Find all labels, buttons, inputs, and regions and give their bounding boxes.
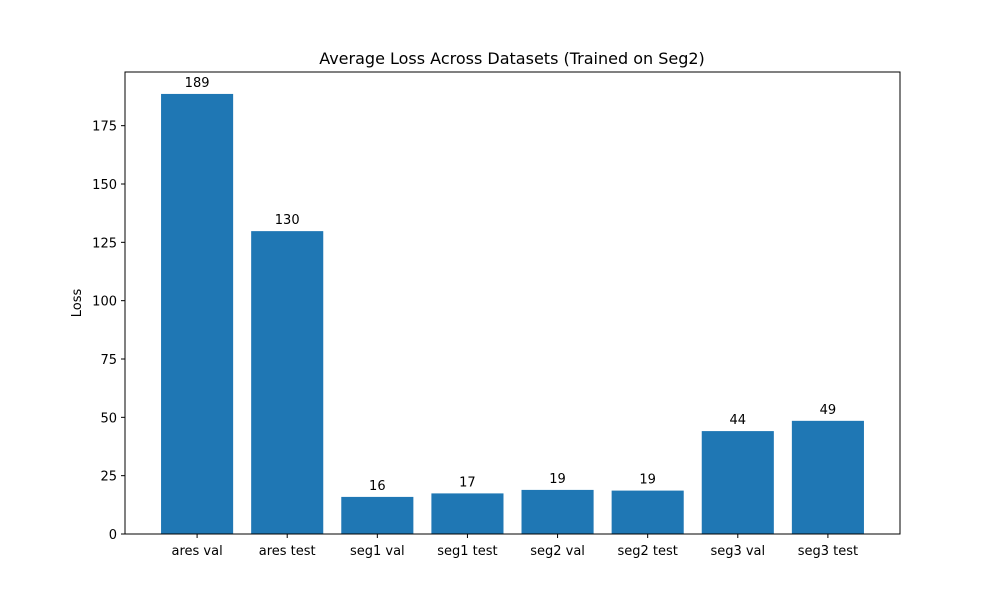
bar-ares-val — [161, 93, 234, 534]
x-tick-label: seg2 val — [530, 544, 585, 559]
y-tick-label: 25 — [100, 470, 117, 485]
data-label-ares-test: 130 — [275, 213, 300, 228]
y-tick-label: 50 — [100, 411, 117, 426]
bar-seg1-test — [431, 493, 504, 534]
y-tick-label: 75 — [100, 353, 117, 368]
x-axis: ares val ares test seg1 val seg1 test seg2 v… — [171, 534, 858, 559]
bar-seg3-test — [791, 420, 864, 534]
plot-frame — [124, 71, 901, 535]
bar-seg3-val — [701, 431, 774, 534]
x-tick-label: seg1 val — [350, 544, 405, 559]
data-label-seg3-val: 44 — [730, 413, 747, 428]
bar-ares-test — [251, 231, 324, 534]
data-label-seg2-test: 19 — [639, 473, 656, 488]
data-labels-layer: 189 130 16 17 19 19 44 49 — [185, 76, 837, 494]
data-label-seg3-test: 49 — [820, 403, 837, 418]
x-tick-label: ares test — [259, 544, 316, 559]
y-axis-label: Loss — [70, 289, 85, 318]
bars-layer — [161, 93, 864, 534]
data-label-ares-val: 189 — [185, 76, 210, 91]
data-label-seg1-test: 17 — [459, 475, 476, 490]
y-tick-label: 175 — [92, 120, 117, 135]
y-tick-label: 0 — [109, 528, 117, 543]
y-tick-label: 125 — [92, 236, 117, 251]
chart-title: Average Loss Across Datasets (Trained on… — [319, 49, 705, 68]
x-tick-label: seg3 test — [798, 544, 858, 559]
y-tick-label: 100 — [92, 295, 117, 310]
bar-seg1-val — [341, 496, 414, 534]
data-label-seg2-val: 19 — [549, 472, 566, 487]
bar-seg2-val — [521, 489, 594, 534]
x-tick-label: seg2 test — [617, 544, 677, 559]
x-tick-label: ares val — [171, 544, 222, 559]
bar-seg2-test — [611, 490, 684, 534]
y-tick-label: 150 — [92, 178, 117, 193]
x-tick-label: seg1 test — [437, 544, 497, 559]
x-tick-label: seg3 val — [710, 544, 765, 559]
data-label-seg1-val: 16 — [369, 479, 386, 494]
y-axis: 0 25 50 75 100 125 150 175 — [92, 120, 125, 543]
